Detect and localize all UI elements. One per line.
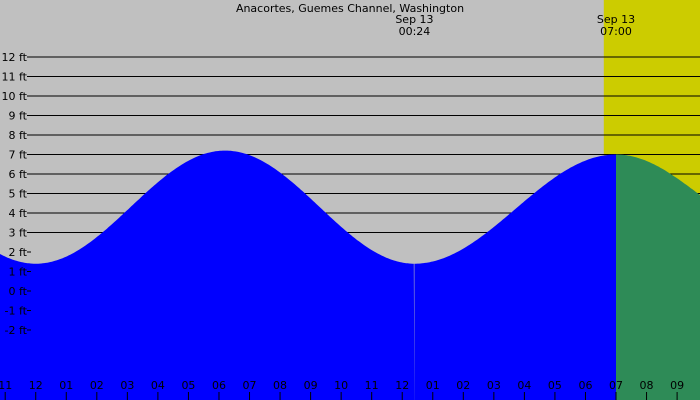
x-tick-label: 03	[487, 379, 501, 392]
extremum-date: Sep 13	[597, 13, 635, 26]
x-tick-label: 05	[181, 379, 195, 392]
y-tick-label: 5 ft	[9, 188, 28, 201]
x-tick-label: 07	[609, 379, 623, 392]
y-tick-label: 7 ft	[9, 149, 28, 162]
x-tick-label: 06	[212, 379, 226, 392]
x-tick-label: 02	[90, 379, 104, 392]
y-tick-label: 2 ft	[9, 246, 28, 259]
falling-tide-area	[616, 154, 700, 400]
x-tick-label: 09	[304, 379, 318, 392]
y-tick-label: 9 ft	[9, 110, 28, 123]
rising-tide-area	[414, 154, 616, 400]
chart-title: Anacortes, Guemes Channel, Washington	[236, 2, 464, 15]
y-tick-label: -2 ft	[5, 324, 28, 337]
x-tick-label: 04	[517, 379, 531, 392]
x-tick-label: 08	[640, 379, 654, 392]
x-tick-label: 08	[273, 379, 287, 392]
y-tick-label: 10 ft	[2, 90, 28, 103]
y-tick-label: 0 ft	[9, 285, 28, 298]
x-tick-label: 10	[334, 379, 348, 392]
extremum-date: Sep 13	[395, 13, 433, 26]
x-tick-label: 01	[59, 379, 73, 392]
extremum-time: 00:24	[399, 25, 431, 38]
x-axis: 11 12 01 02 03 04 05 06 07 08 09 10 11 12 01 02 03 04 05 06…	[0, 379, 684, 400]
x-tick-label: 12	[395, 379, 409, 392]
y-tick-label: 3 ft	[9, 227, 28, 240]
y-tick-label: 1 ft	[9, 266, 28, 279]
y-tick-label: 8 ft	[9, 129, 28, 142]
y-tick-label: 12 ft	[2, 51, 28, 64]
extremum-time: 07:00	[600, 25, 632, 38]
x-tick-label: 11	[365, 379, 379, 392]
x-tick-label: 01	[426, 379, 440, 392]
x-tick-label: 07	[243, 379, 257, 392]
y-tick-label: 4 ft	[9, 207, 28, 220]
x-tick-label: 03	[120, 379, 134, 392]
y-tick-label: -1 ft	[5, 305, 28, 318]
x-tick-label: 06	[578, 379, 592, 392]
x-tick-label: 11	[0, 379, 12, 392]
x-tick-label: 02	[456, 379, 470, 392]
y-tick-label: 6 ft	[9, 168, 28, 181]
x-tick-label: 04	[151, 379, 165, 392]
x-tick-label: 12	[29, 379, 43, 392]
y-tick-label: 11 ft	[2, 71, 28, 84]
y-axis-labels: 12 ft 11 ft 10 ft 9 ft 8 ft 7 ft 6 ft 5 ft 4 ft 3…	[2, 51, 31, 337]
rising-tide-area	[0, 150, 415, 400]
tide-areas	[0, 150, 700, 400]
x-tick-label: 05	[548, 379, 562, 392]
x-tick-label: 09	[670, 379, 684, 392]
